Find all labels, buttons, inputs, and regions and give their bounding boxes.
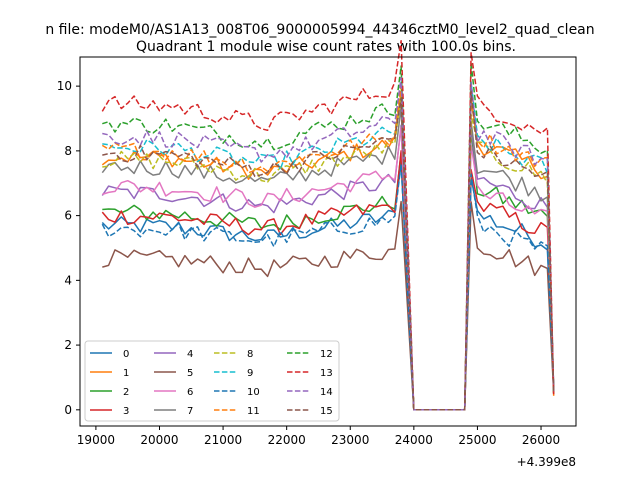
chart-title: Quadrant 1 module wise count rates with …: [136, 39, 516, 55]
series-line-3: [101, 150, 555, 411]
legend-label-2: 2: [123, 387, 129, 398]
legend-label-4: 4: [187, 349, 193, 360]
series-line-14: [102, 77, 555, 411]
y-tick-label: 10: [57, 79, 72, 93]
x-tick-label: 21000: [204, 433, 242, 447]
series-line-7: [101, 106, 555, 411]
x-axis-ticks: 19000 20000 21000 22000 23000 24000 25000 26000: [77, 426, 560, 447]
y-tick-label: 6: [64, 209, 72, 223]
plot-area-frame: [79, 56, 577, 427]
x-tick-label: 25000: [458, 433, 496, 447]
legend-label-7: 7: [187, 406, 193, 417]
legend-label-9: 9: [247, 368, 253, 379]
x-tick-label: 24000: [395, 433, 433, 447]
legend-label-12: 12: [320, 349, 333, 360]
series-line-12: [102, 62, 555, 411]
x-tick-label: 23000: [331, 433, 369, 447]
x-tick-label: 26000: [522, 433, 560, 447]
series-line-4: [101, 124, 555, 411]
x-tick-label: 19000: [77, 433, 115, 447]
series-line-2: [102, 127, 555, 411]
legend-label-3: 3: [123, 406, 129, 417]
y-tick-label: 0: [64, 403, 72, 417]
y-tick-label: 2: [64, 338, 72, 352]
legend-label-1: 1: [123, 368, 129, 379]
legend-box: [84, 340, 340, 422]
legend-label-14: 14: [320, 387, 333, 398]
series-line-15: [102, 90, 555, 411]
legend-label-13: 13: [320, 368, 333, 379]
x-tick-label: 22000: [268, 433, 306, 447]
legend-label-5: 5: [187, 368, 193, 379]
figure-suptitle: n file: modeM0/AS1A13_008T06_9000005994_…: [45, 22, 594, 38]
legend-label-0: 0: [123, 349, 129, 360]
legend-label-10: 10: [247, 387, 260, 398]
legend-label-11: 11: [247, 406, 260, 417]
legend-label-15: 15: [320, 406, 333, 417]
series-line-10: [101, 163, 555, 411]
series-line-6: [102, 126, 555, 411]
legend-label-6: 6: [187, 387, 193, 398]
plot-lines: [101, 39, 555, 411]
y-axis-ticks: 0 2 4 6 8 10: [57, 79, 80, 417]
y-tick-label: 4: [64, 273, 72, 287]
series-line-5: [102, 200, 555, 411]
y-tick-label: 8: [64, 144, 72, 158]
series-line-11: [101, 83, 555, 411]
series-line-13: [101, 39, 555, 411]
x-tick-label: 20000: [140, 433, 178, 447]
legend-label-8: 8: [247, 349, 253, 360]
x-axis-offset-label: +4.399e8: [517, 455, 576, 469]
